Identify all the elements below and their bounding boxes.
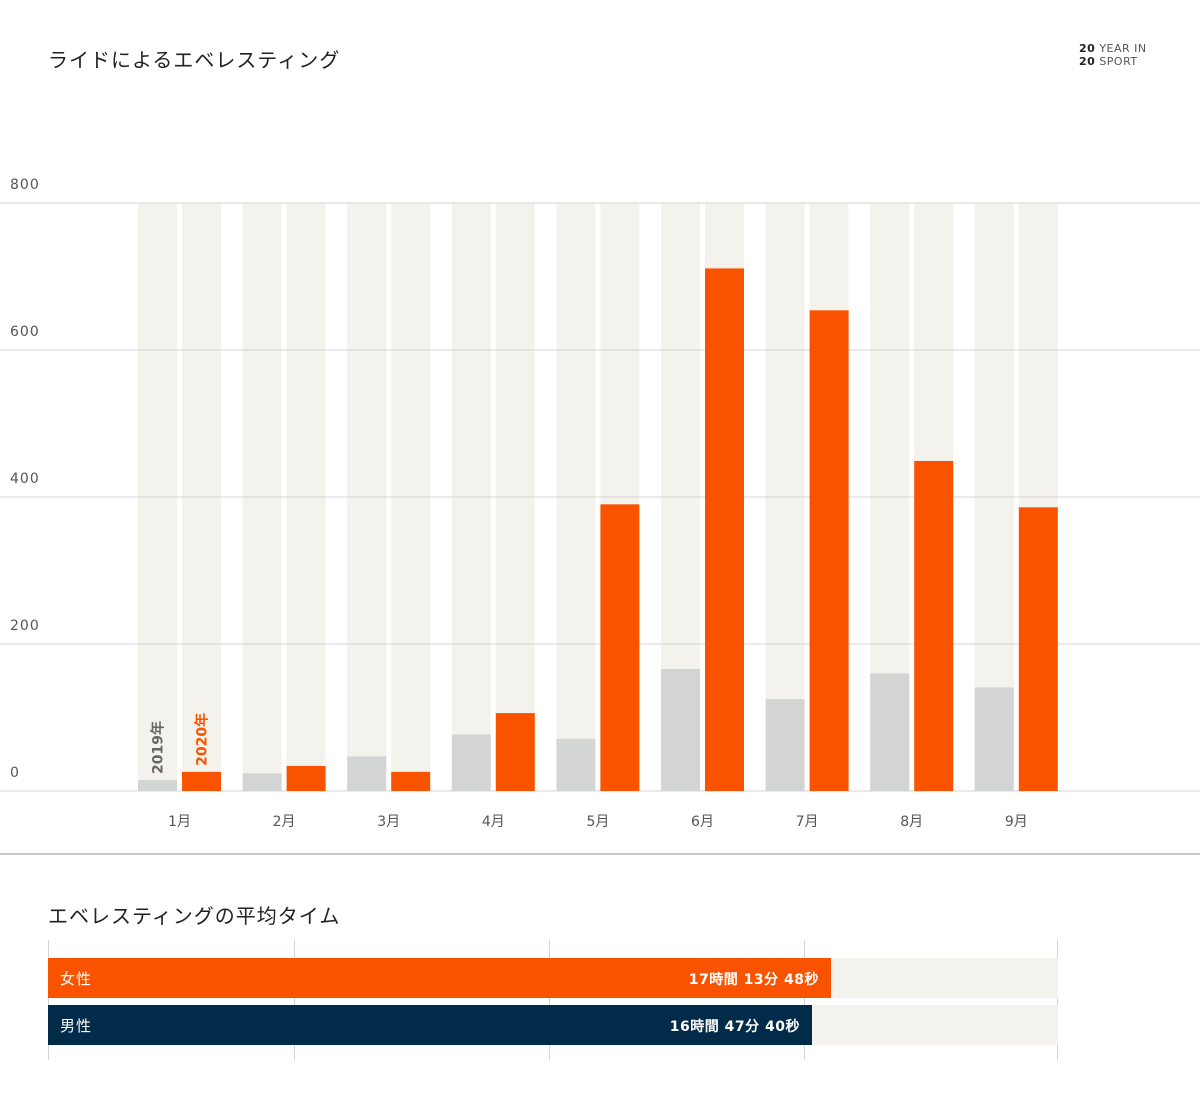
x-tick-label: 8月 bbox=[900, 814, 923, 830]
x-tick-label: 4月 bbox=[482, 814, 505, 830]
bar-2019 bbox=[451, 734, 491, 791]
avg-time-value-female: 17時間 13分 48秒 bbox=[688, 972, 819, 988]
bar-2019 bbox=[974, 687, 1014, 791]
section-divider bbox=[0, 853, 1200, 855]
h-gridline bbox=[48, 940, 49, 1060]
avg-time-label-female: 女性 bbox=[60, 970, 93, 988]
y-tick-label: 600 bbox=[10, 324, 40, 340]
h-gridline bbox=[294, 940, 295, 1060]
bar-2020 bbox=[495, 713, 535, 791]
average-time-bar-chart: 女性 17時間 13分 48秒 男性 16時間 47分 40秒 bbox=[48, 940, 1058, 1060]
avg-time-label-male: 男性 bbox=[60, 1017, 93, 1035]
chart-title: ライドによるエベレスティング bbox=[48, 48, 341, 72]
bar-2019 bbox=[242, 773, 282, 791]
avg-time-row-male: 男性 16時間 47分 40秒 bbox=[48, 1005, 1058, 1045]
y-tick-label: 400 bbox=[10, 471, 40, 487]
monthly-everesting-bar-chart: 0 200 400 600 800 1月 2月 3月 4月 5月 6月 7月 8月 9月 2019年 2020… bbox=[0, 177, 1200, 830]
series-label-2020: 2020年 bbox=[194, 713, 211, 766]
x-tick-label: 1月 bbox=[168, 814, 191, 830]
x-tick-label: 3月 bbox=[377, 814, 400, 830]
avg-time-row-female: 女性 17時間 13分 48秒 bbox=[48, 958, 1058, 998]
bar-2019 bbox=[661, 668, 700, 791]
year-in-sport-logo: 20 YEAR IN 20 SPORT bbox=[1079, 42, 1147, 68]
bar-2020 bbox=[391, 771, 431, 791]
avg-time-value-male: 16時間 47分 40秒 bbox=[669, 1019, 800, 1035]
x-tick-label: 2月 bbox=[273, 814, 296, 830]
x-tick-label: 5月 bbox=[586, 814, 609, 830]
bar-2019 bbox=[347, 756, 387, 791]
bar-2019 bbox=[765, 699, 805, 791]
h-gridline bbox=[804, 940, 805, 1060]
y-tick-label: 200 bbox=[10, 618, 40, 634]
bar-2020 bbox=[182, 771, 221, 791]
avg-time-bar-female: 女性 17時間 13分 48秒 bbox=[48, 958, 831, 998]
average-time-title: エベレスティングの平均タイム bbox=[48, 904, 341, 928]
y-tick-label: 0 bbox=[10, 765, 20, 781]
bar-2020 bbox=[286, 766, 326, 791]
bar-2020 bbox=[705, 268, 744, 791]
series-label-2019: 2019年 bbox=[150, 721, 167, 774]
bar-2020 bbox=[809, 310, 849, 791]
h-gridline bbox=[1057, 940, 1058, 1060]
x-tick-label: 7月 bbox=[796, 814, 819, 830]
avg-time-bar-male: 男性 16時間 47分 40秒 bbox=[48, 1005, 812, 1045]
bar-2019 bbox=[556, 738, 596, 791]
bar-2020 bbox=[914, 460, 954, 791]
x-tick-label: 6月 bbox=[691, 814, 714, 830]
bar-2020 bbox=[600, 504, 640, 791]
bar-2020 bbox=[1018, 507, 1058, 791]
h-gridline bbox=[549, 940, 550, 1060]
y-tick-label: 800 bbox=[10, 177, 40, 193]
bar-2019 bbox=[138, 779, 177, 791]
bar-2019 bbox=[870, 673, 910, 791]
x-tick-label: 9月 bbox=[1005, 814, 1028, 830]
